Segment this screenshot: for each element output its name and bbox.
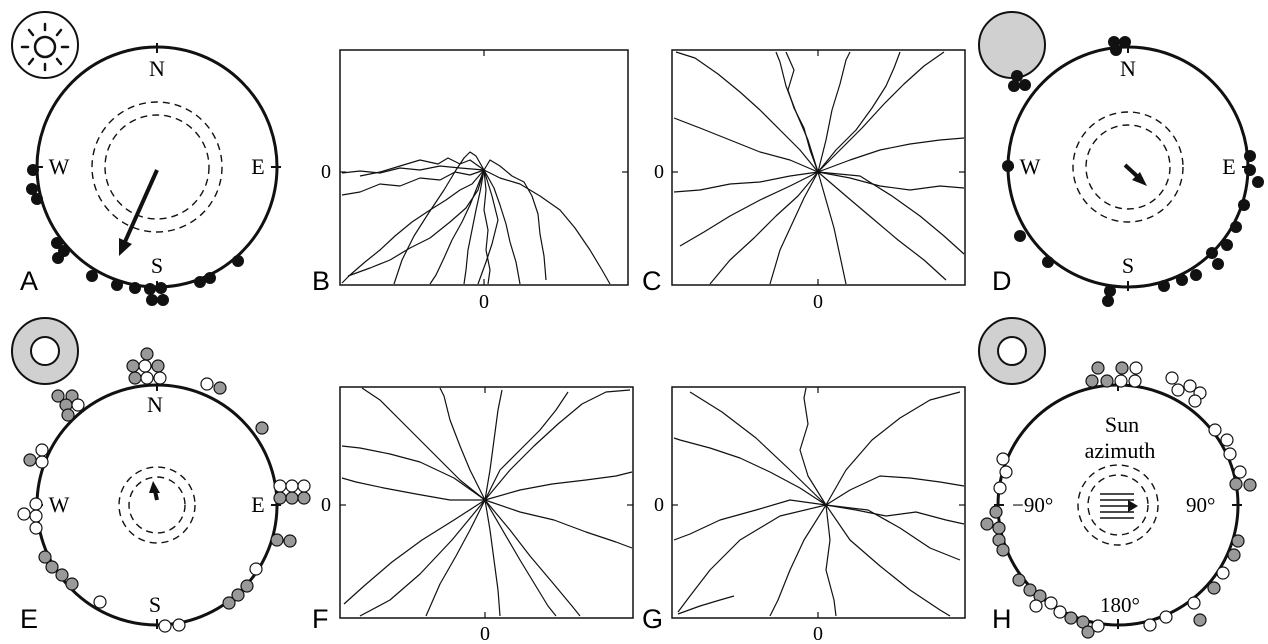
compass-w: W	[1020, 154, 1041, 179]
plot-frame-g	[671, 386, 966, 619]
compass-s: S	[151, 253, 163, 278]
panel-label-d: D	[992, 266, 1012, 296]
x-zero-g: 0	[813, 623, 823, 644]
plot-frame-f	[339, 386, 634, 619]
compass-s: S	[149, 592, 161, 617]
full-disc-icon	[978, 11, 1046, 79]
dots-h	[980, 361, 1257, 639]
x-zero-c: 0	[813, 291, 823, 313]
compass-e: E	[251, 492, 264, 517]
compass-e: E	[1222, 154, 1235, 179]
panel-b: 0 0 B	[312, 49, 629, 313]
panel-label-h: H	[992, 604, 1012, 634]
panel-h: Sun azimuth −90° 90° 180°	[978, 317, 1257, 639]
y-zero-b: 0	[321, 161, 331, 183]
panel-g: 0 0 G	[642, 386, 966, 644]
ring-icon	[978, 317, 1046, 385]
compass-n: N	[147, 392, 163, 417]
panel-e: N S E W	[11, 317, 311, 634]
mean-vector-arrow	[1100, 493, 1138, 519]
compass-n: N	[1120, 56, 1136, 81]
angle-bottom: 180°	[1100, 593, 1140, 617]
angle-right: 90°	[1186, 493, 1215, 517]
y-zero-c: 0	[654, 161, 664, 183]
panel-d: N S E W D	[978, 11, 1264, 307]
panel-label-g: G	[642, 604, 663, 634]
x-zero-f: 0	[480, 623, 490, 644]
sun-azimuth-title-2: azimuth	[1085, 438, 1156, 463]
x-zero-b: 0	[479, 291, 489, 313]
panel-c: 0 0 C	[642, 49, 966, 313]
dots-d	[1002, 36, 1264, 307]
panel-f: 0 0 F	[312, 386, 634, 644]
dots-a	[26, 164, 244, 306]
compass-w: W	[49, 154, 70, 179]
mean-vector-arrow	[1123, 163, 1140, 179]
sun-icon	[11, 11, 79, 79]
sun-azimuth-title: Sun	[1105, 412, 1139, 437]
compass-e: E	[251, 154, 264, 179]
compass-circle	[35, 45, 279, 289]
ring-icon	[11, 317, 79, 385]
compass-n: N	[149, 56, 165, 81]
y-zero-f: 0	[321, 494, 331, 516]
tracks-b	[341, 151, 611, 285]
tracks-g	[673, 387, 965, 617]
panel-label-f: F	[312, 604, 329, 634]
panel-a: N S E W A	[11, 11, 281, 306]
panel-label-b: B	[312, 266, 330, 296]
panel-label-a: A	[20, 266, 38, 296]
compass-s: S	[1122, 253, 1134, 278]
tracks-f	[341, 387, 633, 617]
panel-label-e: E	[20, 604, 38, 634]
y-zero-g: 0	[654, 494, 664, 516]
panel-label-c: C	[642, 266, 662, 296]
plot-frame-c	[671, 49, 966, 286]
dots-e	[17, 347, 311, 633]
tracks-c	[673, 51, 965, 285]
angle-left: −90°	[1012, 493, 1053, 517]
plot-frame-b	[339, 49, 629, 286]
mean-vector-arrow	[122, 169, 159, 245]
compass-w: W	[49, 492, 70, 517]
